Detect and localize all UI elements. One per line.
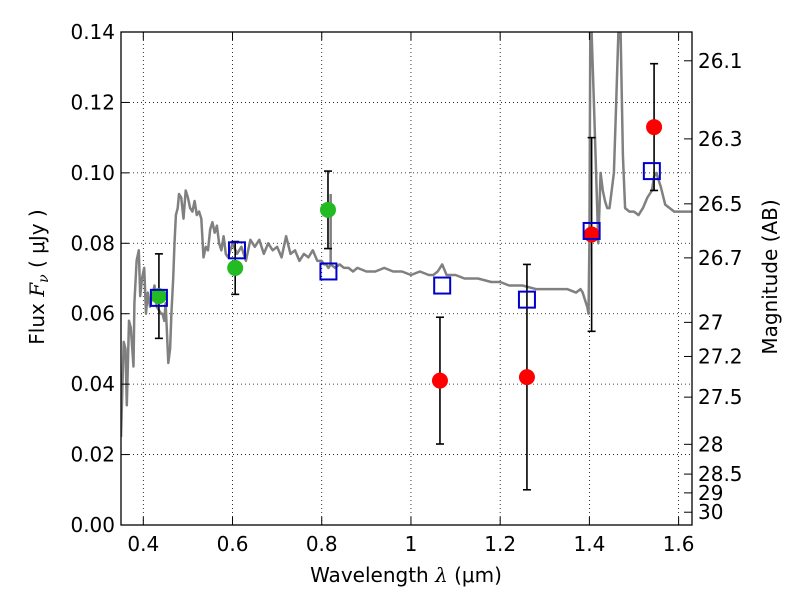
magnitude-tick-label: 27 <box>698 310 723 334</box>
y-tick-label: 0.02 <box>70 443 115 467</box>
x-tick-label: 1 <box>405 532 418 556</box>
x-tick-label: 1.6 <box>663 532 695 556</box>
data-markers <box>149 119 663 389</box>
y-tick-label: 0.14 <box>70 20 115 44</box>
y-tick-label: 0.04 <box>70 372 115 396</box>
model-spectrum-group <box>121 32 692 438</box>
x-tick-label: 0.8 <box>306 532 338 556</box>
grid <box>121 31 692 526</box>
magnitude-tick-label: 28 <box>698 432 723 456</box>
x-tick-label: 0.6 <box>217 532 249 556</box>
magnitude-tick-label: 27.5 <box>698 385 743 409</box>
model-photometry-point <box>319 262 338 281</box>
y-tick-label: 0.06 <box>70 302 115 326</box>
right-axis-label: Magnitude (AB) <box>758 199 782 354</box>
red-observed-point <box>431 372 448 389</box>
magnitude-tick-label: 30 <box>698 500 723 524</box>
x-tick-label: 0.4 <box>127 532 159 556</box>
green-observed-point <box>150 288 167 305</box>
y-tick-label: 0.10 <box>70 161 115 185</box>
model-photometry-point <box>517 290 536 309</box>
red-observed-point <box>518 369 535 386</box>
y-tick-label: 0.08 <box>70 231 115 255</box>
x-tick-label: 1.2 <box>484 532 516 556</box>
x-axis-label: Wavelength λ (μm) <box>310 563 502 587</box>
y-tick-label: 0.00 <box>70 513 115 537</box>
y-axis-label: Flux Fν ( μJy ) <box>25 209 52 344</box>
magnitude-tick-label: 26.3 <box>698 127 743 151</box>
magnitude-tick-label: 26.7 <box>698 246 743 270</box>
magnitude-tick-label: 28.5 <box>698 462 743 486</box>
red-observed-point <box>583 226 600 243</box>
model-photometry-point <box>227 241 246 260</box>
magnitude-tick-label: 26.1 <box>698 49 743 73</box>
magnitude-tick-label: 27.2 <box>698 344 743 368</box>
red-observed-point <box>646 119 663 136</box>
error-bars <box>154 62 659 491</box>
model-photometry-point <box>582 221 601 240</box>
model-photometry-point <box>149 288 168 307</box>
magnitude-tick-label: 26.5 <box>698 192 743 216</box>
axis-ticks: 0.4 0.6 0.8 1 1.2 1.4 1.6 0.00 0.02 0.04 0.06 0.08 0… <box>70 20 742 556</box>
y-tick-label: 0.12 <box>70 90 115 114</box>
green-observed-point <box>319 201 336 218</box>
model-spectrum-line <box>121 32 692 438</box>
green-observed-point <box>227 259 244 276</box>
x-tick-label: 1.4 <box>573 532 605 556</box>
plot-frame <box>120 31 693 526</box>
magnitude-tick-label: 29 <box>698 481 723 505</box>
model-photometry-point <box>433 276 452 295</box>
model-photometry-point <box>642 162 661 181</box>
